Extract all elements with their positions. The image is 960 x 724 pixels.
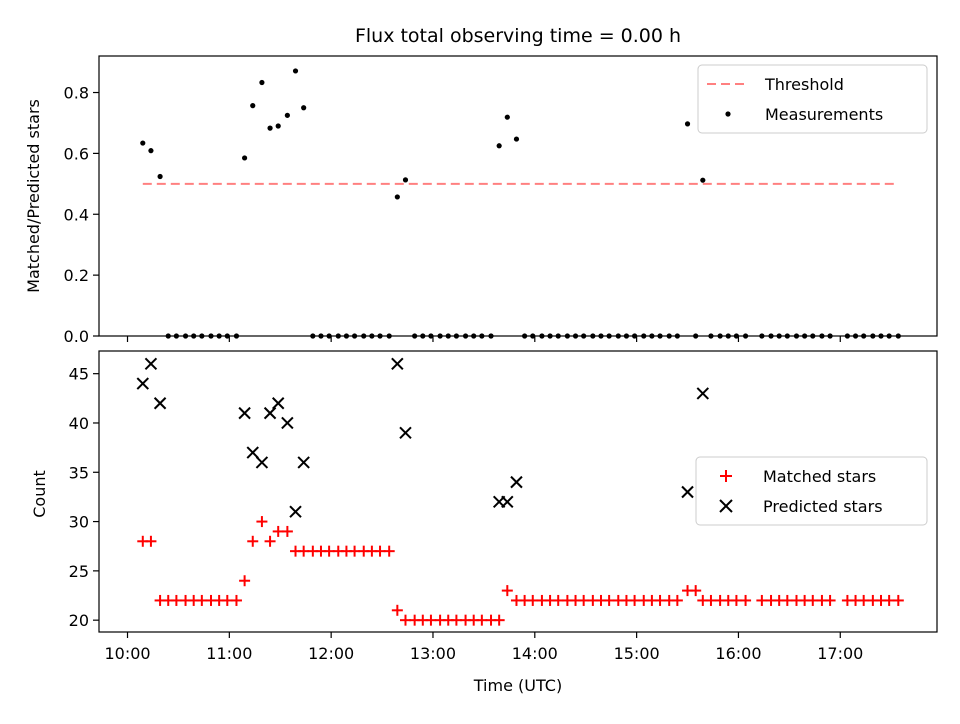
measurement-point (140, 140, 146, 146)
matched-star-point (230, 594, 242, 606)
measurement-point (292, 68, 299, 74)
matched-star-point (264, 535, 276, 547)
top-xticks (126, 336, 841, 342)
predicted-star-point (238, 406, 251, 420)
matched-star-point (740, 594, 752, 606)
measurement-point (284, 112, 290, 118)
predicted-star-point (255, 456, 269, 469)
top-axes-frame (98, 55, 938, 337)
matched-star-point (383, 545, 395, 557)
top-ytick-label: 0.0 (64, 327, 89, 346)
matched-star-point (493, 614, 505, 626)
predicted-star-point (144, 357, 158, 371)
bottom-xtick-label: 17:00 (817, 644, 863, 663)
matched-star-point (824, 594, 836, 606)
legend-measurements-marker (725, 111, 731, 117)
measurement-point (259, 79, 265, 86)
matched-star-point (690, 585, 702, 597)
top-yticks: 0.0 0.2 0.4 0.6 0.8 (64, 84, 99, 346)
bottom-axes-frame (98, 350, 938, 633)
predicted-star-point (681, 485, 694, 499)
measurement-point (267, 125, 273, 131)
matched-star-point (501, 585, 513, 597)
bottom-marks (136, 357, 904, 626)
top-ytick-label: 0.4 (64, 205, 89, 224)
bottom-xtick-label: 13:00 (410, 644, 456, 663)
predicted-star-point (289, 505, 302, 518)
predicted-star-point (391, 357, 404, 371)
measurement-point (250, 103, 256, 109)
matched-star-point (145, 535, 157, 547)
top-legend: Threshold Measurements (697, 64, 928, 134)
predicted-star-point (246, 446, 259, 459)
matched-star-point (247, 535, 259, 547)
measurement-point (275, 123, 281, 129)
bottom-ytick-label: 25 (69, 562, 89, 581)
measurement-point (513, 136, 520, 142)
bottom-ytick-label: 45 (69, 365, 89, 384)
legend-measurements-label: Measurements (765, 105, 883, 124)
bottom-ytick-label: 40 (69, 414, 89, 433)
measurement-point (402, 177, 409, 183)
predicted-star-point (297, 456, 310, 469)
legend-threshold-label: Threshold (764, 75, 844, 94)
measurement-point (684, 121, 691, 127)
measurement-point (301, 105, 307, 111)
measurement-point (157, 173, 163, 180)
predicted-star-point (399, 426, 412, 440)
bottom-xlabel: Time (UTC) (473, 676, 562, 695)
measurement-point (700, 177, 706, 183)
chart-title: Flux total observing time = 0.00 h (355, 25, 681, 47)
predicted-star-point (136, 377, 149, 390)
matched-star-point (239, 575, 251, 587)
predicted-star-point (510, 475, 523, 489)
bottom-xticks: 10:00 11:00 12:00 13:00 14:00 15:00 16:00 17:00 (104, 632, 863, 663)
bottom-xtick-label: 12:00 (308, 644, 354, 663)
top-ytick-label: 0.2 (64, 266, 89, 285)
top-panel: 0.00.20.40.60.8 Matched/Predicted stars … (24, 55, 938, 346)
predicted-star-point (272, 397, 285, 410)
bottom-legend: Matched stars Predicted stars (695, 456, 928, 526)
bottom-xtick-label: 10:00 (104, 644, 150, 663)
measurement-point (496, 143, 502, 149)
predicted-star-point (501, 495, 514, 509)
matched-star-point (391, 604, 403, 616)
legend-predicted-label: Predicted stars (763, 497, 883, 516)
matched-star-point (671, 594, 683, 606)
bottom-legend-box (695, 456, 928, 526)
legend-predicted-marker (719, 499, 733, 513)
bottom-xtick-label: 16:00 (715, 644, 761, 663)
top-legend-box (697, 64, 928, 134)
bottom-panel: 20 25 30 35 40 45 10:00 11:00 12:00 13:00 14:00 15… (30, 350, 938, 695)
measurement-point (242, 155, 248, 161)
bottom-xtick-label: 15:00 (614, 644, 660, 663)
top-ylabel: Matched/Predicted stars (24, 99, 43, 293)
predicted-star-point (263, 406, 277, 420)
measurement-point (148, 148, 154, 154)
legend-matched-label: Matched stars (763, 467, 876, 486)
bottom-xtick-label: 14:00 (512, 644, 558, 663)
measurement-point (394, 194, 400, 200)
matched-star-point (892, 594, 904, 606)
bottom-xtick-label: 11:00 (206, 644, 252, 663)
bottom-ytick-label: 20 (69, 611, 89, 630)
top-ytick-label: 0.8 (64, 84, 89, 103)
matched-star-point (256, 516, 268, 528)
matched-star-point (281, 525, 293, 537)
predicted-star-point (153, 397, 167, 410)
bottom-yticks: 20 25 30 35 40 45 (69, 365, 99, 630)
top-ytick-label: 0.6 (64, 144, 89, 163)
bottom-ylabel: Count (30, 470, 49, 518)
bottom-ytick-label: 35 (69, 463, 89, 482)
legend-matched-marker (720, 470, 732, 482)
measurement-point (504, 114, 510, 120)
predicted-star-point (281, 416, 294, 430)
predicted-star-point (696, 387, 710, 400)
bottom-ytick-label: 30 (69, 513, 89, 532)
